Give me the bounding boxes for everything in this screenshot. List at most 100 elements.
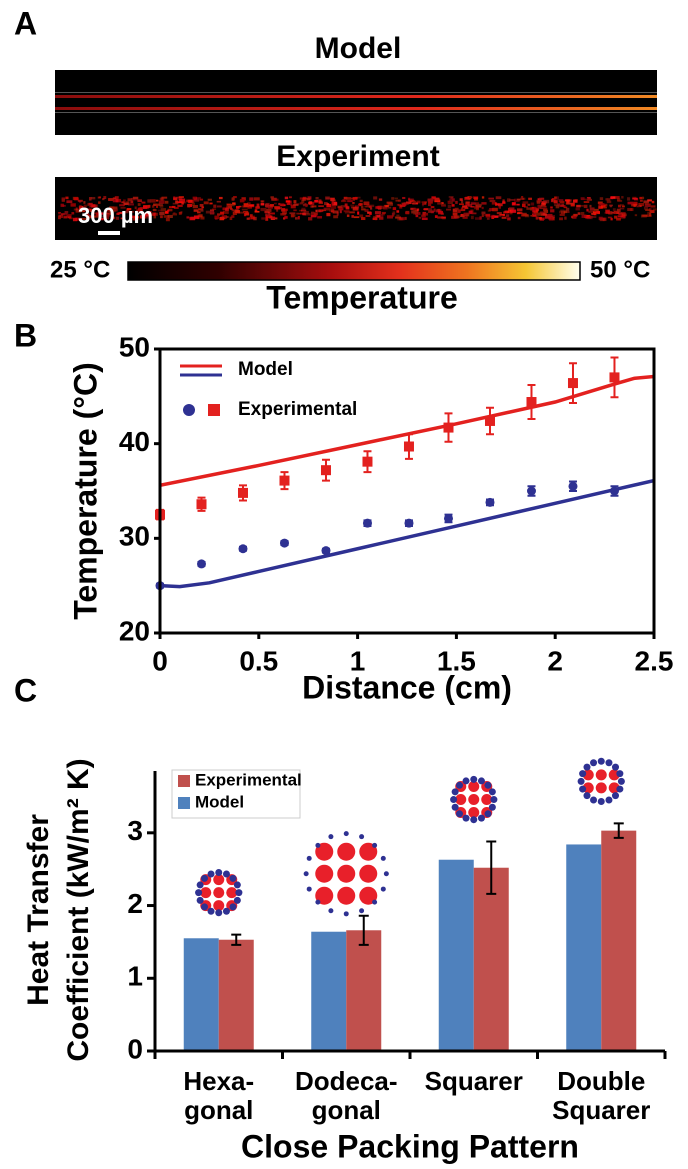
noise-pixel xyxy=(266,208,272,212)
noise-pixel xyxy=(124,202,129,206)
noise-pixel xyxy=(116,212,120,215)
noise-pixel xyxy=(599,197,604,201)
noise-pixel xyxy=(602,206,607,209)
noise-pixel xyxy=(396,210,400,213)
noise-pixel xyxy=(481,206,484,210)
noise-pixel xyxy=(398,199,401,202)
packing-icon xyxy=(450,775,498,824)
noise-pixel xyxy=(379,216,384,220)
noise-pixel xyxy=(465,213,470,217)
icon-blue xyxy=(229,874,237,882)
noise-pixel xyxy=(352,197,358,200)
noise-pixel xyxy=(200,209,204,212)
noise-pixel xyxy=(421,214,426,218)
noise-pixel xyxy=(530,209,533,211)
noise-pixel xyxy=(192,205,198,209)
noise-pixel xyxy=(607,216,612,219)
noise-pixel xyxy=(605,198,608,201)
noise-pixel xyxy=(375,214,378,217)
noise-pixel xyxy=(63,212,67,216)
noise-pixel xyxy=(324,202,328,206)
noise-pixel xyxy=(619,204,624,207)
noise-pixel xyxy=(164,200,169,204)
noise-pixel xyxy=(540,211,545,214)
noise-pixel xyxy=(131,215,136,219)
icon-blue xyxy=(605,759,613,767)
noise-pixel xyxy=(279,203,285,207)
noise-pixel xyxy=(591,212,596,215)
icon-blue xyxy=(583,792,591,800)
axes xyxy=(153,771,665,1053)
icon-blue xyxy=(484,781,492,789)
noise-pixel xyxy=(326,203,332,208)
bar xyxy=(601,830,637,1051)
noise-pixel xyxy=(597,201,603,204)
data-point xyxy=(443,513,453,523)
legend-box xyxy=(171,769,301,819)
icon-blue xyxy=(303,871,309,877)
noise-pixel xyxy=(437,202,443,205)
noise-pixel xyxy=(200,216,205,220)
noise-pixel xyxy=(63,216,68,219)
noise-pixel xyxy=(247,202,251,205)
icon-blue xyxy=(201,874,209,882)
icon-blue xyxy=(233,881,241,889)
noise-pixel xyxy=(447,202,451,205)
noise-pixel xyxy=(165,217,170,222)
noise-pixel xyxy=(647,211,651,216)
noise-pixel xyxy=(109,210,115,213)
noise-pixel xyxy=(88,215,92,219)
noise-pixel xyxy=(396,203,399,206)
noise-pixel xyxy=(167,208,173,212)
noise-pixel xyxy=(541,203,546,207)
data-point xyxy=(403,441,414,452)
data-point xyxy=(196,559,206,569)
noise-pixel xyxy=(157,209,163,212)
icon-blue xyxy=(196,881,204,889)
data-point xyxy=(567,378,578,389)
noise-pixel xyxy=(583,214,587,218)
noise-pixel xyxy=(354,205,360,209)
noise-pixel xyxy=(256,203,260,207)
noise-pixel xyxy=(178,196,183,201)
noise-pixel xyxy=(539,216,542,220)
icon-blue xyxy=(450,796,458,804)
noise-pixel xyxy=(430,206,435,208)
y-tick-label: 2 xyxy=(127,888,143,919)
noise-pixel xyxy=(610,196,614,200)
noise-pixel xyxy=(643,206,649,210)
noise-pixel xyxy=(378,214,384,218)
icon-blue xyxy=(451,803,459,811)
noise-pixel xyxy=(333,215,339,219)
noise-pixel xyxy=(618,213,624,216)
noise-pixel xyxy=(496,212,502,215)
noise-pixel xyxy=(331,201,334,205)
noise-pixel xyxy=(243,203,249,205)
noise-pixel xyxy=(318,201,323,204)
icon-blue xyxy=(605,796,613,804)
noise-pixel xyxy=(623,215,626,218)
model-edge xyxy=(55,112,657,113)
noise-pixel xyxy=(473,196,479,200)
noise-pixel xyxy=(345,206,350,210)
noise-pixel xyxy=(481,211,486,215)
noise-pixel xyxy=(130,197,135,200)
noise-pixel xyxy=(517,216,521,220)
noise-pixel xyxy=(253,197,260,201)
noise-pixel xyxy=(83,201,86,204)
noise-pixel xyxy=(458,209,461,213)
noise-pixel xyxy=(243,210,249,213)
noise-pixel xyxy=(304,213,311,216)
noise-pixel xyxy=(528,197,532,200)
noise-pixel xyxy=(569,202,575,205)
noise-pixel xyxy=(606,198,611,202)
noise-pixel xyxy=(75,209,82,213)
icon-red xyxy=(200,887,212,899)
noise-pixel xyxy=(182,201,186,204)
data-point xyxy=(609,372,620,383)
noise-pixel xyxy=(250,215,255,220)
noise-pixel xyxy=(120,217,125,220)
noise-pixel xyxy=(639,199,643,202)
noise-pixel xyxy=(299,202,304,205)
x-tick-label: Squarer xyxy=(425,1066,523,1096)
